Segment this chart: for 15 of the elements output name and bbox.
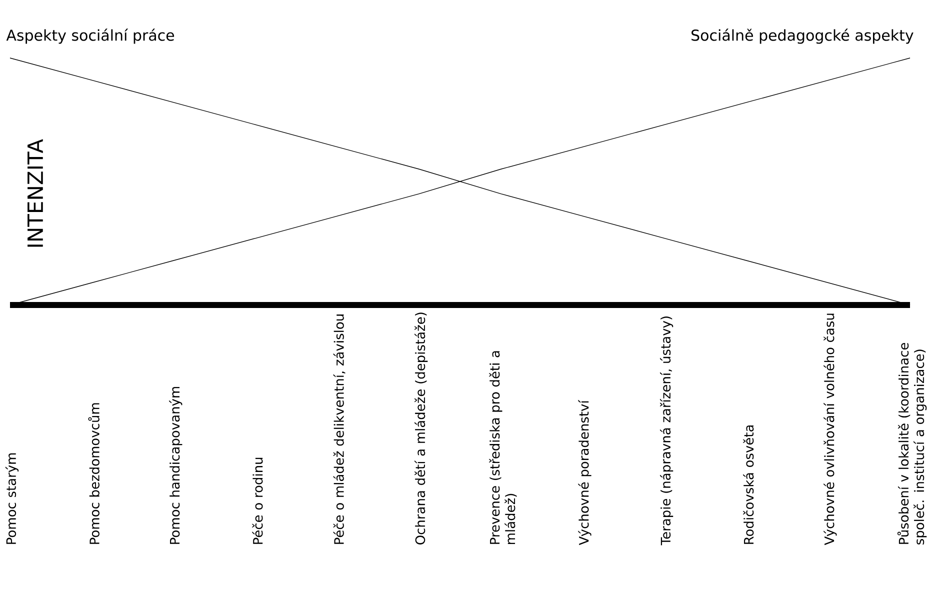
x-tick-label: Pomoc starým [5,453,19,544]
series-label: Aspekty sociální práce [6,28,174,44]
x-tick-label: Pomoc bezdomovcům [88,403,100,544]
x-tick-label: Výchovné poradenství [578,400,592,546]
x-tick-label: Péče o mládež delikventní, závislou [333,314,346,544]
x-tick-label: Péče o rodinu [252,458,263,544]
series-label: Sociálně pedagogcké aspekty [692,28,914,44]
x-tick-label: Terapie (nápravná zařízení, ústavy) [660,316,674,546]
x-tick-label: Pomoc handicapovaným [169,386,182,544]
x-tick-label: Působení v lokalitě (koordinace společ. institucí a organizace) [897,342,927,544]
x-tick-label: Prevence (střediska pro děti a mládež) [489,351,517,544]
x-tick-label: Výchovné ovlivňování volného času [824,314,837,546]
x-tick-label: Rodičovská osvěta [743,425,754,544]
x-tick-label: Ochrana dětí a mládeže (depistáže) [414,312,428,544]
y-axis-title: INTENZITA [28,139,43,247]
